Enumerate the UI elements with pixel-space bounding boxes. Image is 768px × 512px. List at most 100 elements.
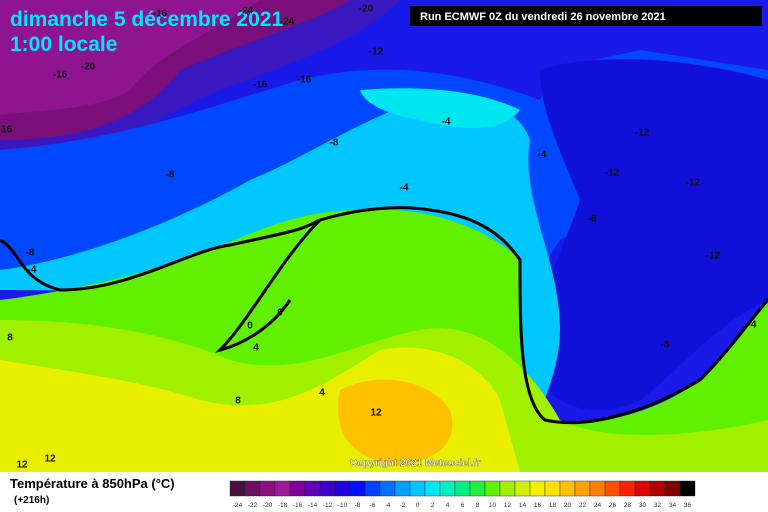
colorbar-label: 2 [431,502,435,509]
contour-label: -16 [153,9,168,20]
colorbar-cell [679,480,696,497]
contour-label: 8 [235,396,241,407]
colorbar-label: 0 [416,502,420,509]
colorbar-cell [544,480,561,497]
contour-label: -16 [297,75,312,86]
colorbar-label: 10 [489,502,497,509]
contour-label: 12 [44,454,56,465]
colorbar-cell [514,480,531,497]
colorbar-cell [349,480,366,497]
colorbar-label: 34 [669,502,677,509]
contour-label: -4 [538,150,547,161]
contour-label: 4 [253,343,259,354]
contour-label: -8 [166,170,175,181]
colorbar-label: 36 [684,502,692,509]
colorbar-label: 28 [624,502,632,509]
colorbar-label: -16 [293,502,303,509]
contour-label: -12 [605,168,620,179]
contour-label: -24 [239,6,254,17]
colorbar-label: 30 [639,502,647,509]
colorbar-label: -6 [370,502,376,509]
colorbar-cell [634,480,651,497]
colorbar-cell [319,480,336,497]
contour-label: -20 [81,62,96,73]
contour-label: -12 [635,128,650,139]
colorbar-label: 16 [534,502,542,509]
colorbar-cell [409,480,426,497]
contour-label: -8 [330,138,339,149]
colorbar-label: 4 [446,502,450,509]
colorbar-label: 22 [579,502,587,509]
contour-label: -4 [400,183,409,194]
contour-label: 0 [277,308,283,319]
colorbar-cell [304,480,321,497]
contour-label: -16 [253,80,268,91]
colorbar-cell [439,480,456,497]
colorbar-label: -14 [308,502,318,509]
colorbar-cell [259,480,276,497]
contour-label: -12 [706,251,721,262]
colorbar-cell [229,480,246,497]
contour-label: -4 [28,265,37,276]
colorbar-cell [469,480,486,497]
colorbar-cell [604,480,621,497]
map-time: 1:00 locale [10,33,117,56]
map-date: dimanche 5 décembre 2021 [10,8,283,31]
colorbar-cell [529,480,546,497]
contour-label: -24 [280,17,295,28]
contour-label: -16 [53,70,68,81]
contour-label: 8 [7,333,13,344]
colorbar-cell [274,480,291,497]
contour-label: -12 [369,47,384,58]
colorbar-label: -8 [355,502,361,509]
colorbar-label: -18 [278,502,288,509]
contour-label: -20 [359,4,374,15]
colorbar-cell [619,480,636,497]
contour-label: -8 [588,214,597,225]
colorbar-label: 6 [461,502,465,509]
colorbar-cell [664,480,681,497]
contour-label: 0 [247,321,253,332]
legend-title: Température à 850hPa (°C) [10,476,175,491]
colorbar-label: 26 [609,502,617,509]
colorbar-cell [379,480,396,497]
colorbar-label: 20 [564,502,572,509]
colorbar-label: -2 [400,502,406,509]
legend-lead: (+216h) [14,495,49,506]
colorbar-label: 24 [594,502,602,509]
colorbar-label: -24 [233,502,243,509]
colorbar-cell [424,480,441,497]
colorbar-cell [559,480,576,497]
colorbar-label: -10 [338,502,348,509]
colorbar-label: -20 [263,502,273,509]
colorbar-label: 32 [654,502,662,509]
colorbar-cell [499,480,516,497]
colorbar-label: 8 [476,502,480,509]
colorbar-cell [244,480,261,497]
map-background [0,0,768,472]
colorbar-label: 18 [549,502,557,509]
contour-label: 12 [16,460,28,471]
contour-label: -8 [661,340,670,351]
colorbar-cell [484,480,501,497]
contour-label: -12 [686,178,701,189]
contour-label: -8 [26,248,35,259]
colorbar-label: 12 [504,502,512,509]
contour-label: 4 [319,388,325,399]
colorbar-label: 14 [519,502,527,509]
colorbar-label: -4 [385,502,391,509]
colorbar-cell [394,480,411,497]
colorbar-cell [454,480,471,497]
colorbar-cell [574,480,591,497]
colorbar-label: -12 [323,502,333,509]
colorbar-cell [334,480,351,497]
colorbar-label: -22 [248,502,258,509]
contour-label: 12 [370,408,382,419]
copyright: Copyright 2021 Meteociel.fr [350,458,481,469]
colorbar-cell [289,480,306,497]
colorbar-cell [364,480,381,497]
contour-label: -4 [748,320,757,331]
contour-label: -4 [442,117,451,128]
colorbar-cell [649,480,666,497]
